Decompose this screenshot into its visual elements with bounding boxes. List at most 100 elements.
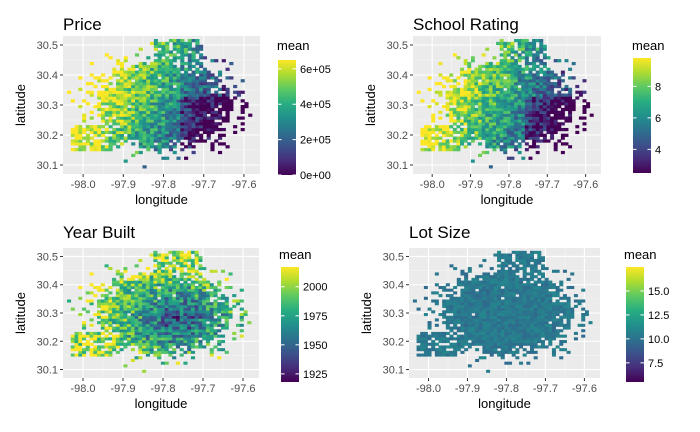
heatmap-tile: [123, 130, 128, 135]
heatmap-tile: [168, 315, 173, 319]
heatmap-tile: [514, 119, 519, 123]
heatmap-tile: [532, 84, 537, 89]
heatmap-tile: [134, 70, 140, 74]
heatmap-tile: [503, 73, 508, 77]
heatmap-tile: [157, 323, 162, 327]
heatmap-tile: [116, 133, 121, 137]
heatmap-tile: [508, 283, 513, 287]
heatmap-tile: [460, 340, 465, 344]
heatmap-tile: [199, 90, 204, 94]
heatmap-tile: [478, 84, 483, 89]
heatmap-tile: [493, 307, 498, 311]
heatmap-tile: [519, 283, 524, 287]
heatmap-tile: [438, 353, 443, 357]
x-axis-label: longitude: [478, 396, 531, 411]
heatmap-tile: [500, 342, 505, 346]
heatmap-tile: [209, 318, 214, 322]
heatmap-tile: [517, 76, 522, 80]
heatmap-tile: [145, 329, 150, 333]
heatmap-tile: [165, 136, 170, 140]
heatmap-tile: [460, 291, 465, 295]
colorbar-label: 1925: [303, 369, 327, 381]
heatmap-tile: [70, 130, 75, 135]
heatmap-tile: [456, 299, 461, 303]
heatmap-tile: [119, 299, 124, 303]
heatmap-tile: [119, 342, 124, 346]
heatmap-tile: [157, 353, 162, 357]
heatmap-tile: [240, 105, 245, 109]
y-axis-label: latitude: [363, 84, 378, 126]
heatmap-tile: [172, 113, 177, 117]
heatmap-tile: [165, 133, 170, 137]
heatmap-tile: [131, 102, 136, 106]
heatmap-tile: [510, 73, 515, 77]
heatmap-tile: [116, 90, 121, 94]
panel-title: Price: [63, 15, 102, 34]
heatmap-tile: [198, 340, 203, 344]
heatmap-tile: [202, 96, 208, 100]
heatmap-tile: [138, 280, 143, 284]
heatmap-tile: [544, 315, 549, 319]
heatmap-tile: [464, 277, 469, 281]
heatmap-tile: [190, 313, 196, 317]
heatmap-tile: [161, 156, 166, 160]
heatmap-tile: [524, 107, 529, 112]
heatmap-tile: [499, 41, 504, 46]
heatmap-tile: [510, 90, 515, 94]
heatmap-tile: [220, 323, 226, 327]
heatmap-tile: [452, 110, 457, 114]
heatmap-tile: [168, 296, 173, 300]
heatmap-tile: [70, 345, 75, 349]
heatmap-tile: [510, 93, 515, 97]
heatmap-tile: [449, 79, 454, 83]
heatmap-tile: [161, 96, 166, 100]
heatmap-tile: [187, 258, 192, 262]
heatmap-tile: [517, 142, 522, 146]
heatmap-tile: [183, 280, 188, 284]
heatmap-tile: [172, 315, 177, 319]
heatmap-tile: [150, 82, 155, 86]
heatmap-tile: [499, 61, 504, 66]
heatmap-tile: [546, 56, 551, 60]
heatmap-tile: [485, 139, 490, 143]
heatmap-tile: [492, 122, 497, 126]
heatmap-tile: [467, 76, 472, 80]
heatmap-tile: [210, 73, 215, 77]
heatmap-tile: [530, 326, 535, 330]
heatmap-tile: [489, 315, 494, 319]
heatmap-tile: [198, 267, 203, 271]
heatmap-tile: [195, 99, 200, 103]
heatmap-tile: [474, 116, 479, 120]
heatmap-tile: [551, 337, 556, 341]
heatmap-tile: [475, 307, 480, 311]
heatmap-tile: [145, 267, 150, 271]
heatmap-tile: [478, 133, 483, 137]
heatmap-tile: [453, 337, 458, 341]
heatmap-tile: [497, 331, 502, 335]
heatmap-tile: [566, 307, 571, 311]
heatmap-tile: [195, 119, 200, 123]
heatmap-tile: [240, 90, 245, 94]
heatmap-tile: [548, 310, 553, 314]
heatmap-tile: [153, 82, 158, 86]
heatmap-tile: [123, 84, 128, 89]
heatmap-tile: [467, 364, 472, 368]
heatmap-tile: [161, 145, 166, 149]
heatmap-tile: [180, 130, 185, 135]
heatmap-tile: [190, 296, 196, 300]
heatmap-tile: [511, 310, 516, 314]
heatmap-tile: [449, 342, 454, 346]
heatmap-tile: [168, 345, 173, 349]
heatmap-tile: [493, 280, 498, 284]
heatmap-tile: [191, 122, 196, 126]
heatmap-tile: [239, 323, 244, 327]
heatmap-tile: [514, 130, 519, 135]
heatmap-tile: [539, 44, 544, 48]
heatmap-tile: [475, 280, 480, 284]
heatmap-tile: [142, 331, 147, 335]
heatmap-tile: [160, 296, 165, 300]
heatmap-tile: [157, 61, 162, 66]
heatmap-tile: [172, 267, 177, 271]
heatmap-tile: [195, 84, 200, 89]
heatmap-tile: [482, 356, 487, 360]
